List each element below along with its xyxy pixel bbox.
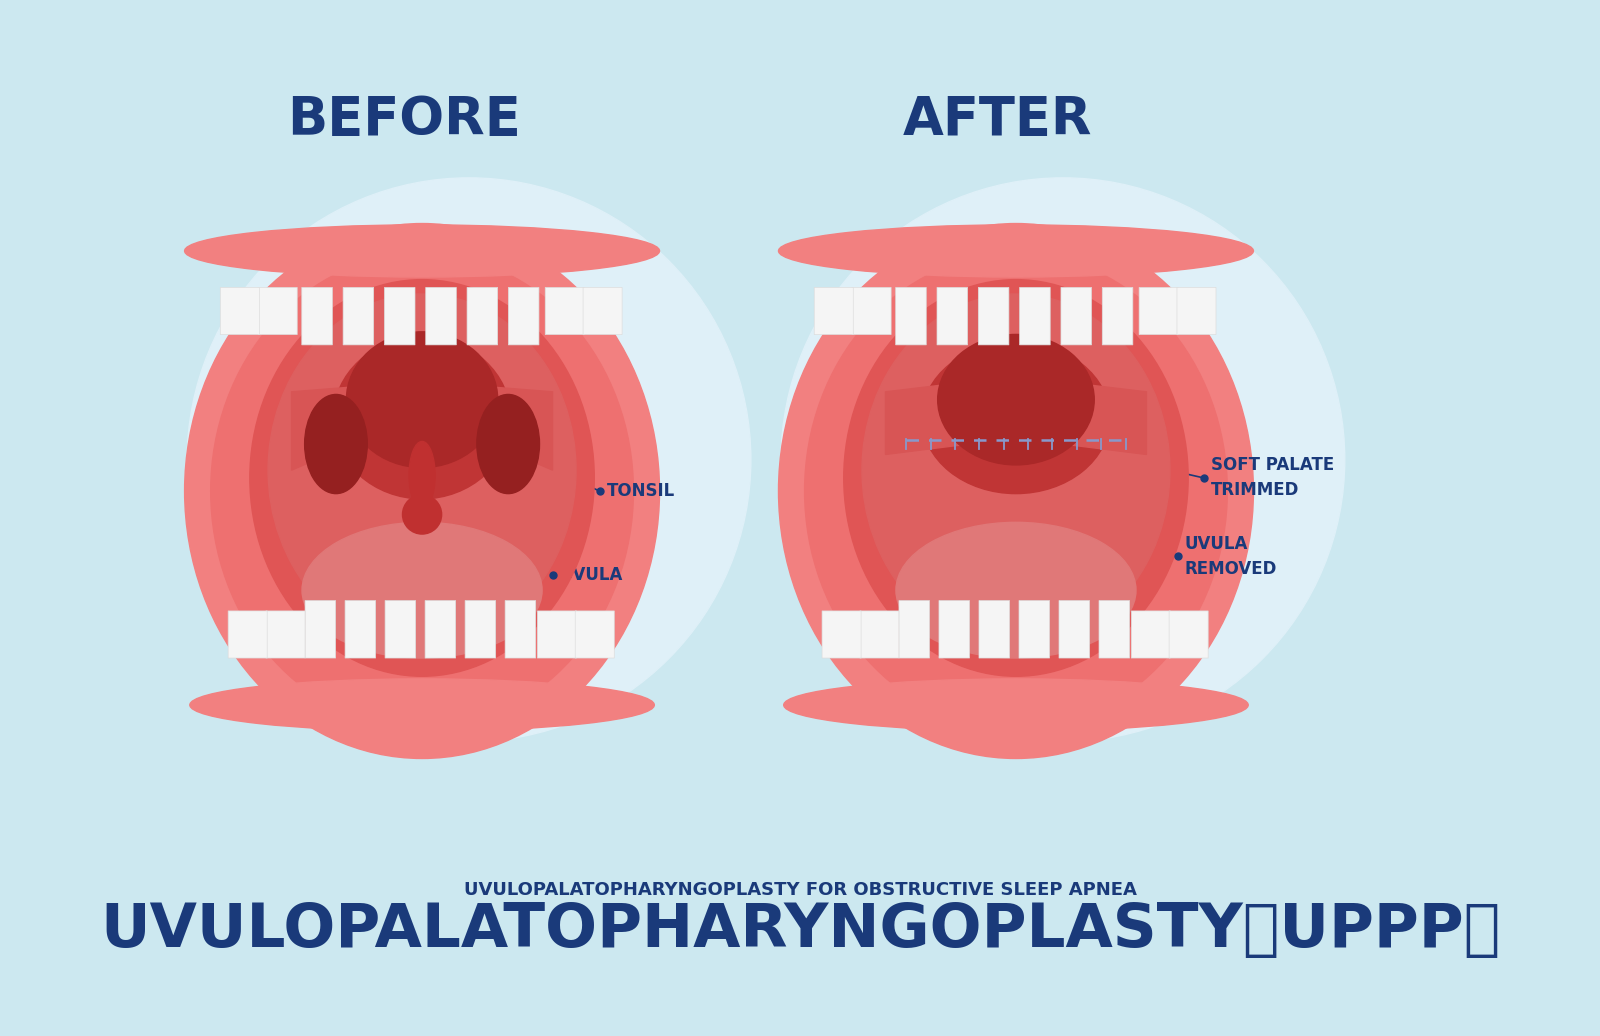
FancyBboxPatch shape xyxy=(426,601,456,658)
Ellipse shape xyxy=(304,395,368,493)
Ellipse shape xyxy=(333,337,510,498)
Text: BEFORE: BEFORE xyxy=(286,94,522,146)
Ellipse shape xyxy=(779,224,1253,758)
Ellipse shape xyxy=(211,254,634,728)
FancyBboxPatch shape xyxy=(576,611,614,658)
FancyBboxPatch shape xyxy=(1131,611,1170,658)
Ellipse shape xyxy=(184,224,659,758)
FancyBboxPatch shape xyxy=(258,287,298,335)
FancyBboxPatch shape xyxy=(266,611,306,658)
FancyBboxPatch shape xyxy=(546,287,584,335)
Ellipse shape xyxy=(779,225,1253,277)
FancyBboxPatch shape xyxy=(853,287,891,335)
Text: AFTER: AFTER xyxy=(904,94,1093,146)
Ellipse shape xyxy=(250,280,594,677)
Ellipse shape xyxy=(184,225,659,277)
FancyBboxPatch shape xyxy=(1059,601,1090,658)
FancyBboxPatch shape xyxy=(346,601,376,658)
FancyBboxPatch shape xyxy=(221,287,259,335)
FancyBboxPatch shape xyxy=(506,601,536,658)
Ellipse shape xyxy=(346,332,498,467)
FancyBboxPatch shape xyxy=(426,287,456,345)
Ellipse shape xyxy=(784,679,1248,731)
Ellipse shape xyxy=(805,254,1227,728)
FancyBboxPatch shape xyxy=(384,287,414,345)
FancyBboxPatch shape xyxy=(1178,287,1216,335)
FancyBboxPatch shape xyxy=(538,611,576,658)
Circle shape xyxy=(187,178,750,742)
FancyBboxPatch shape xyxy=(899,601,930,658)
FancyBboxPatch shape xyxy=(467,287,498,345)
FancyBboxPatch shape xyxy=(938,287,968,345)
Text: SOFT PALATE
TRIMMED: SOFT PALATE TRIMMED xyxy=(1211,457,1334,499)
FancyBboxPatch shape xyxy=(979,601,1010,658)
FancyBboxPatch shape xyxy=(1019,287,1050,345)
Ellipse shape xyxy=(302,522,542,658)
Text: TONSIL: TONSIL xyxy=(606,482,675,500)
FancyBboxPatch shape xyxy=(1061,287,1091,345)
Ellipse shape xyxy=(190,679,654,731)
Ellipse shape xyxy=(843,280,1189,677)
Circle shape xyxy=(781,178,1344,742)
FancyBboxPatch shape xyxy=(822,611,861,658)
Ellipse shape xyxy=(896,522,1136,658)
FancyBboxPatch shape xyxy=(342,287,374,345)
FancyBboxPatch shape xyxy=(1170,611,1208,658)
FancyBboxPatch shape xyxy=(859,611,899,658)
FancyBboxPatch shape xyxy=(466,601,496,658)
Circle shape xyxy=(403,495,442,535)
Text: UVULA
REMOVED: UVULA REMOVED xyxy=(1186,535,1277,578)
Ellipse shape xyxy=(922,342,1110,493)
FancyBboxPatch shape xyxy=(1102,287,1133,345)
FancyBboxPatch shape xyxy=(1099,601,1130,658)
Text: UVULA: UVULA xyxy=(560,566,622,583)
FancyBboxPatch shape xyxy=(229,611,267,658)
Polygon shape xyxy=(885,376,1147,455)
FancyBboxPatch shape xyxy=(509,287,539,345)
Text: UVULOPALATOPHARYNGOPLASTY（UPPP）: UVULOPALATOPHARYNGOPLASTY（UPPP） xyxy=(99,900,1501,959)
FancyBboxPatch shape xyxy=(814,287,853,335)
Ellipse shape xyxy=(862,294,1170,646)
Ellipse shape xyxy=(938,335,1094,465)
FancyBboxPatch shape xyxy=(306,601,336,658)
FancyBboxPatch shape xyxy=(1019,601,1050,658)
FancyBboxPatch shape xyxy=(896,287,926,345)
Text: UVULOPALATOPHARYNGOPLASTY FOR OBSTRUCTIVE SLEEP APNEA: UVULOPALATOPHARYNGOPLASTY FOR OBSTRUCTIV… xyxy=(464,881,1136,898)
Ellipse shape xyxy=(477,395,539,493)
Ellipse shape xyxy=(410,441,435,510)
FancyBboxPatch shape xyxy=(1139,287,1178,335)
Ellipse shape xyxy=(269,294,576,646)
Polygon shape xyxy=(291,381,552,470)
FancyBboxPatch shape xyxy=(582,287,622,335)
FancyBboxPatch shape xyxy=(302,287,333,345)
FancyBboxPatch shape xyxy=(386,601,416,658)
FancyBboxPatch shape xyxy=(978,287,1010,345)
FancyBboxPatch shape xyxy=(939,601,970,658)
